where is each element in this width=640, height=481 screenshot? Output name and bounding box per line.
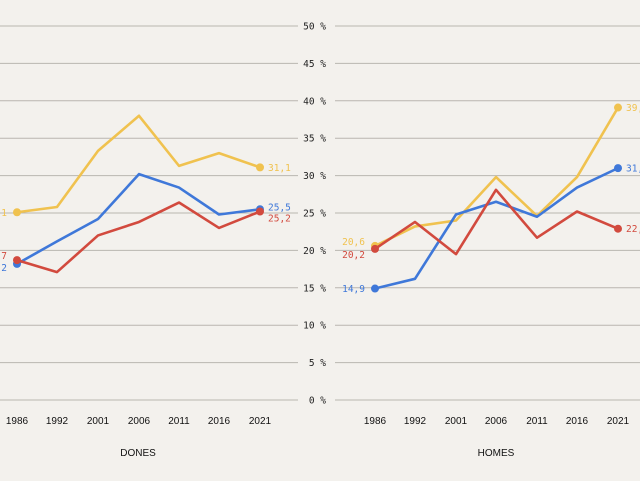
x-tick-label: 2011 <box>168 416 190 427</box>
series-start-marker <box>13 256 21 265</box>
x-tick-label: 2021 <box>249 416 272 427</box>
x-tick-label: 2001 <box>445 416 468 427</box>
series-line <box>15 114 262 214</box>
series-end-marker <box>614 103 622 112</box>
panel-homes: 1986 1992 2001 2006 2011 2016 2021 HOMES 20,6 39,… <box>342 103 640 459</box>
x-tick-label: 2016 <box>208 416 231 427</box>
series-line <box>373 166 620 290</box>
x-tick-label: 2006 <box>485 416 508 427</box>
y-tick-label: 10 % <box>303 321 326 332</box>
y-tick-label: 40 % <box>303 96 326 107</box>
series-end-marker <box>256 163 264 172</box>
y-axis-ticks: 0 % 5 % 10 % 15 % 20 % 25 % 30 % 35 % 40 % 45 % 50… <box>303 22 326 407</box>
panel-dones: 1986 1992 2001 2006 2011 2016 2021 DONES 1 31,1 2 2… <box>1 114 291 459</box>
series-start-label: 1 <box>1 208 7 219</box>
series-line <box>15 172 262 266</box>
series-end-label: 25,5 <box>268 202 291 213</box>
panel-title: HOMES <box>478 448 515 459</box>
x-tick-label: 2011 <box>526 416 548 427</box>
x-tick-label: 2016 <box>566 416 589 427</box>
y-tick-label: 25 % <box>303 209 326 220</box>
series-start-marker <box>13 208 21 217</box>
series-end-label: 31,1 <box>268 163 291 174</box>
series-end-label: 39, <box>626 103 640 114</box>
y-tick-label: 20 % <box>303 246 326 257</box>
x-tick-label: 1992 <box>46 416 69 427</box>
series-end-marker <box>614 164 622 173</box>
series-end-marker <box>256 207 264 216</box>
y-tick-label: 35 % <box>303 134 326 145</box>
y-tick-label: 15 % <box>303 283 326 294</box>
series-start-label: 20,6 <box>342 237 365 248</box>
y-tick-label: 5 % <box>309 358 326 369</box>
series-end-label: 22, <box>626 224 640 235</box>
series-end-label: 25,2 <box>268 214 291 225</box>
series-start-marker <box>371 284 379 293</box>
x-tick-label: 1986 <box>364 416 387 427</box>
series-line <box>15 201 262 274</box>
y-tick-label: 0 % <box>309 396 326 407</box>
series-end-marker <box>614 224 622 233</box>
x-tick-label: 1986 <box>6 416 29 427</box>
gridlines <box>0 25 640 401</box>
series-end-label: 31, <box>626 164 640 175</box>
series-start-label: 14,9 <box>342 284 365 295</box>
panel-title: DONES <box>120 448 156 459</box>
x-tick-label: 2006 <box>128 416 151 427</box>
series-start-marker <box>371 244 379 253</box>
series-start-label: 7 <box>1 251 7 262</box>
x-tick-label: 2001 <box>87 416 110 427</box>
series-line <box>373 106 620 248</box>
series-start-label: 20,2 <box>342 250 365 261</box>
series-line <box>373 188 620 256</box>
y-tick-label: 50 % <box>303 22 326 33</box>
x-tick-label: 2021 <box>607 416 630 427</box>
x-tick-label: 1992 <box>404 416 427 427</box>
y-tick-label: 30 % <box>303 171 326 182</box>
y-tick-label: 45 % <box>303 59 326 70</box>
series-start-label: 2 <box>1 263 7 274</box>
